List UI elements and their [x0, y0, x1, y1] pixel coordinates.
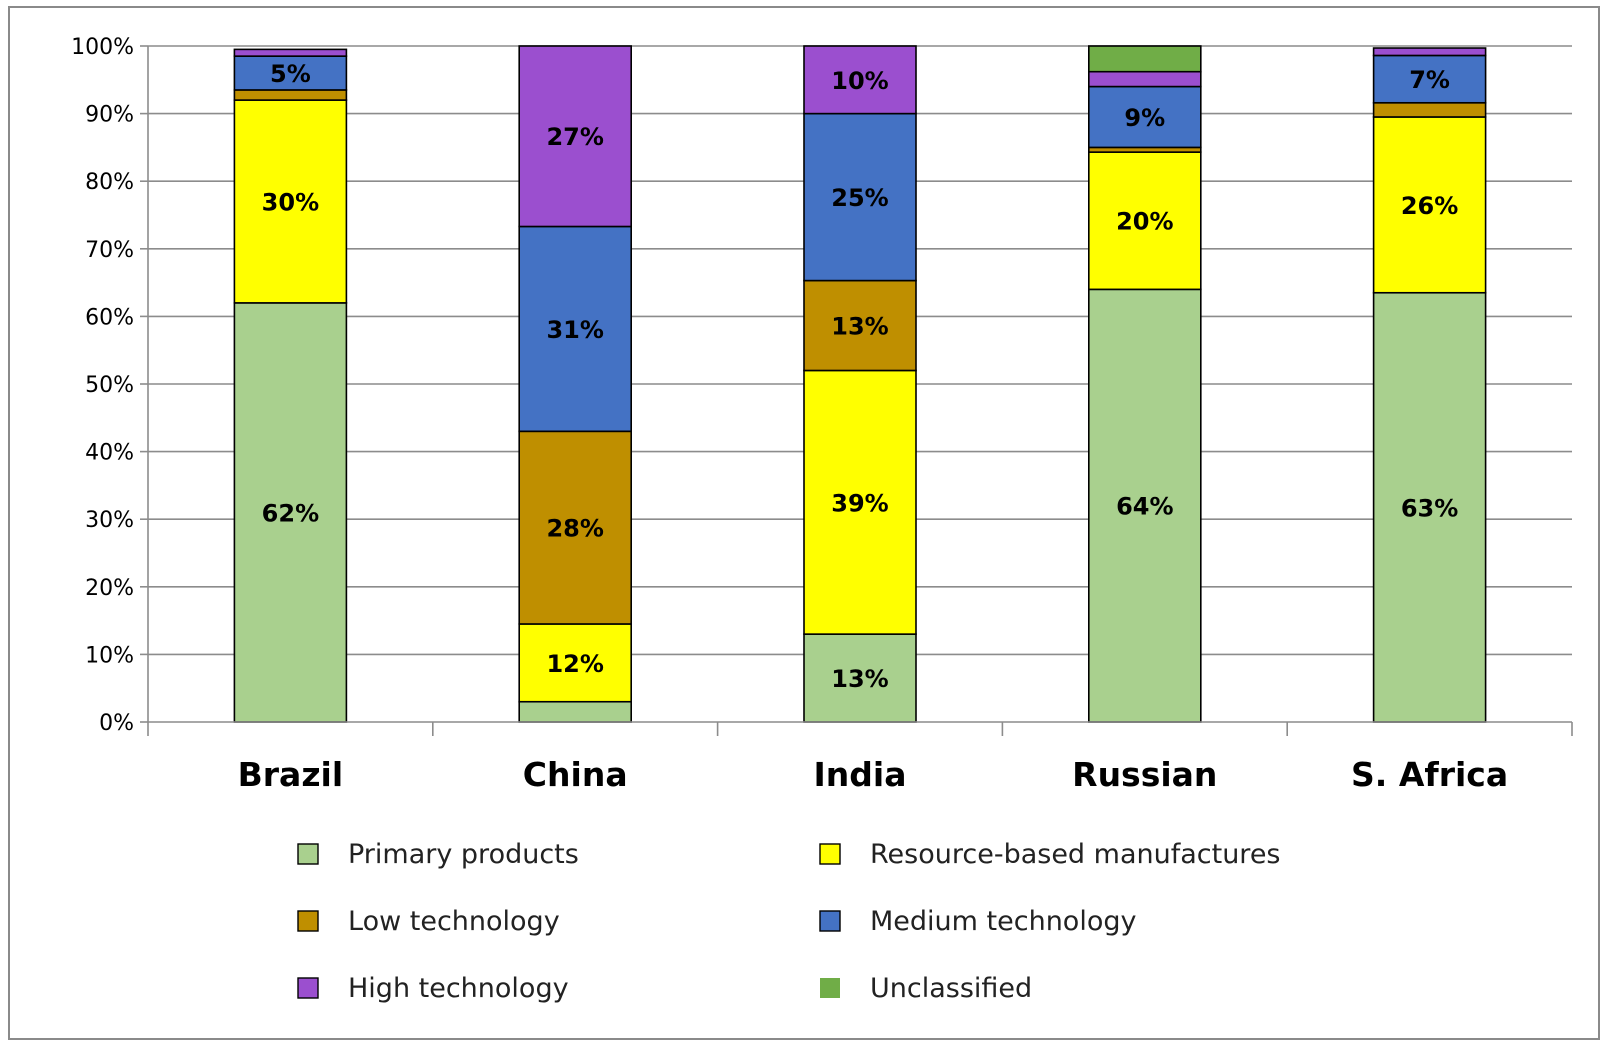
legend-label-unclassified: Unclassified — [870, 973, 1032, 1004]
bar-russian-high-technology — [1088, 70, 1202, 88]
bar-brazil-medium-technology — [233, 55, 348, 91]
y-tick-label: 10% — [85, 643, 134, 668]
bar-india-low-technology — [803, 279, 917, 372]
bar-china-high-technology — [518, 45, 633, 228]
bar-russian-medium-technology — [1088, 85, 1202, 149]
data-label-india-low-technology: 13% — [831, 313, 888, 341]
bar-s-africa-primary-products — [1372, 291, 1487, 723]
y-tick-label: 40% — [85, 441, 134, 466]
bars — [233, 45, 1487, 723]
data-label-russian-primary-products: 64% — [1116, 493, 1173, 521]
data-label-india-high-technology: 10% — [831, 67, 888, 95]
bar-russian-resource-based-manufactures — [1088, 151, 1202, 291]
legend-swatch-medium-technology — [819, 910, 841, 932]
y-tick-label: 100% — [71, 35, 134, 60]
bar-china-medium-technology — [518, 225, 633, 433]
data-label-china-low-technology: 28% — [546, 515, 603, 543]
data-label-brazil-primary-products: 62% — [262, 499, 319, 527]
bar-russian-unclassified — [1088, 45, 1202, 73]
bar-s-africa-high-technology — [1372, 47, 1487, 57]
bar-brazil-high-technology — [233, 48, 348, 57]
legend-swatch-high-technology — [297, 977, 319, 999]
legend-swatch-resource-based-manufactures — [819, 843, 841, 865]
data-label-s-africa-resource-based-manufactures: 26% — [1401, 192, 1458, 220]
data-labels: 62% 30% 5% 12% 28% 31% 27% 13% 39% 13% 25% 10% 64% 20… — [262, 60, 1459, 693]
bar-india-medium-technology — [803, 112, 917, 282]
legend-label-high-technology: High technology — [348, 973, 569, 1004]
bar-brazil-low-technology — [233, 89, 348, 101]
category-label-brazil: Brazil — [238, 755, 344, 794]
data-label-russian-medium-technology: 9% — [1124, 104, 1165, 132]
y-tick-label: 80% — [85, 170, 134, 195]
bar-brazil-resource-based-manufactures — [233, 99, 348, 304]
data-label-india-primary-products: 13% — [831, 665, 888, 693]
data-label-india-resource-based-manufactures: 39% — [831, 489, 888, 517]
y-tick-label: 90% — [85, 103, 134, 128]
bar-china-primary-products — [518, 700, 633, 723]
axes: 0% 10% 20% 30% 40% 50% 60% 70% 80% 90% 100% Brazil C… — [71, 35, 1573, 794]
y-tick-label: 20% — [85, 576, 134, 601]
y-tick-label: 0% — [99, 711, 134, 736]
legend-swatch-low-technology — [297, 910, 319, 932]
data-label-s-africa-medium-technology: 7% — [1409, 66, 1450, 94]
legend-label-resource-based-manufactures: Resource-based manufactures — [870, 839, 1281, 870]
category-label-s-africa: S. Africa — [1351, 755, 1508, 794]
y-tick-label: 50% — [85, 373, 134, 398]
legend-swatch-unclassified — [820, 978, 840, 998]
bar-s-africa-low-technology — [1372, 101, 1487, 118]
data-label-brazil-medium-technology: 5% — [270, 60, 311, 88]
bar-china-resource-based-manufactures — [518, 623, 633, 703]
legend-label-medium-technology: Medium technology — [870, 906, 1136, 937]
bar-s-africa-medium-technology — [1372, 54, 1487, 104]
bar-india-primary-products — [803, 633, 917, 723]
legend-label-primary-products: Primary products — [348, 839, 579, 870]
bar-china-low-technology — [518, 430, 633, 625]
legend-swatch-primary-products — [297, 843, 319, 865]
category-label-india: India — [814, 755, 907, 794]
bar-s-africa-resource-based-manufactures — [1372, 116, 1487, 294]
data-label-china-resource-based-manufactures: 12% — [546, 650, 603, 678]
data-label-s-africa-primary-products: 63% — [1401, 494, 1458, 522]
y-tick-label: 70% — [85, 238, 134, 263]
data-label-india-medium-technology: 25% — [831, 184, 888, 212]
legend: Primary products Resource-based manufactu… — [297, 839, 1281, 1004]
bar-india-high-technology — [803, 45, 917, 115]
y-tick-label: 60% — [85, 305, 134, 330]
y-tick-label: 30% — [85, 508, 134, 533]
bar-brazil-primary-products — [233, 302, 348, 723]
data-label-china-medium-technology: 31% — [546, 316, 603, 344]
bar-india-resource-based-manufactures — [803, 369, 917, 635]
category-label-russian: Russian — [1072, 755, 1217, 794]
category-label-china: China — [523, 755, 628, 794]
data-label-brazil-resource-based-manufactures: 30% — [262, 188, 319, 216]
data-label-china-high-technology: 27% — [546, 123, 603, 151]
data-label-russian-resource-based-manufactures: 20% — [1116, 208, 1173, 236]
legend-label-low-technology: Low technology — [348, 906, 560, 937]
